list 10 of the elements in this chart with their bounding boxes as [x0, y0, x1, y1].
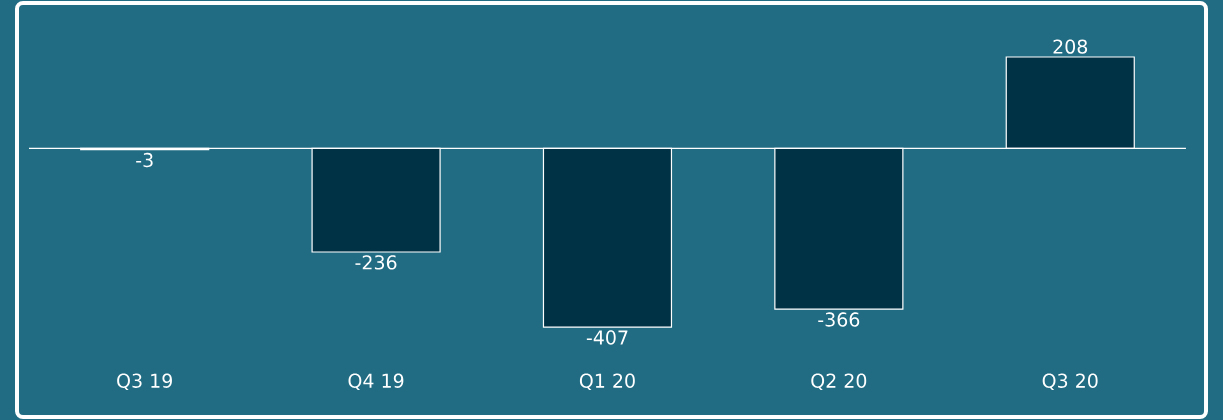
x-tick-label: Q3 20	[1042, 373, 1098, 391]
x-tick-label: Q1 20	[579, 373, 635, 391]
data-label: 208	[1053, 39, 1088, 54]
x-tick-label: Q3 19	[117, 373, 172, 391]
x-tick-label: Q4 19	[348, 373, 404, 391]
data-label: -3	[136, 152, 153, 168]
data-label: -236	[355, 255, 397, 270]
data-label: -366	[818, 312, 860, 327]
data-label: -407	[586, 330, 628, 345]
x-tick-label: Q2 20	[811, 373, 867, 391]
